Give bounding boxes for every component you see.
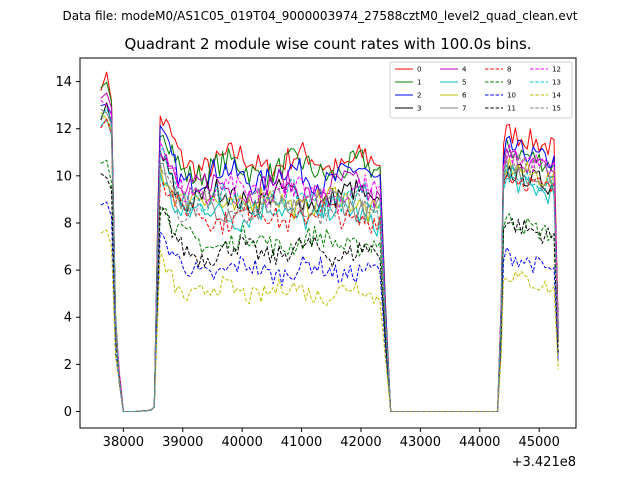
axes-layer: 38000 39000 40000 41000 42000 43000 44000 45000… (55, 75, 559, 450)
legend-label: 0 (417, 66, 421, 74)
legend-label: 2 (417, 92, 421, 100)
x-tick-label: 41000 (281, 435, 322, 450)
legend-label: 4 (462, 66, 467, 74)
series-line-8 (100, 118, 559, 412)
legend-label: 5 (462, 79, 466, 87)
legend-label: 7 (462, 105, 466, 113)
legend-label: 14 (552, 92, 561, 100)
series-line-6 (100, 112, 559, 412)
x-tick-label: 39000 (162, 435, 203, 450)
legend-box (389, 61, 573, 119)
series-line-3 (100, 102, 559, 412)
legend-label: 6 (462, 92, 467, 100)
y-tick-label: 4 (64, 311, 72, 326)
series-line-11 (100, 173, 559, 412)
legend-label: 8 (507, 66, 511, 74)
series-line-9 (100, 159, 559, 412)
y-tick-label: 0 (64, 405, 72, 420)
x-tick-label: 42000 (340, 435, 381, 450)
y-tick-label: 8 (64, 216, 72, 231)
plot-frame (79, 57, 577, 429)
x-tick-label: 45000 (518, 435, 559, 450)
x-tick-label: 40000 (221, 435, 262, 450)
series-line-14 (100, 229, 559, 412)
x-tick-label: 44000 (459, 435, 500, 450)
x-tick-label: 38000 (103, 435, 144, 450)
legend-label: 10 (507, 92, 516, 100)
legend-label: 9 (507, 79, 511, 87)
chart-title: Quadrant 2 module wise count rates with … (124, 35, 531, 53)
legend-label: 3 (417, 105, 421, 113)
series-line-13 (100, 108, 559, 412)
series-layer (100, 71, 559, 412)
y-tick-label: 6 (64, 264, 72, 279)
y-tick-label: 12 (55, 122, 72, 137)
legend-label: 13 (552, 79, 561, 87)
legend-label: 1 (417, 79, 421, 87)
y-tick-label: 10 (55, 169, 72, 184)
series-line-15 (100, 115, 559, 412)
series-line-5 (100, 119, 559, 412)
x-tick-label: 43000 (400, 435, 441, 450)
y-tick-label: 14 (55, 75, 72, 90)
legend-label: 15 (552, 105, 561, 113)
series-line-12 (100, 100, 559, 412)
series-line-4 (100, 92, 559, 412)
series-line-10 (100, 201, 559, 412)
series-line-0 (100, 71, 559, 412)
series-line-1 (100, 81, 559, 412)
y-tick-label: 2 (64, 358, 72, 373)
chart-suptitle: Data file: modeM0/AS1C05_019T04_90000039… (62, 9, 577, 23)
legend-label: 11 (507, 105, 516, 113)
series-line-2 (100, 103, 559, 412)
legend-label: 12 (552, 66, 561, 74)
x-offset-label: +3.421e8 (512, 455, 576, 470)
